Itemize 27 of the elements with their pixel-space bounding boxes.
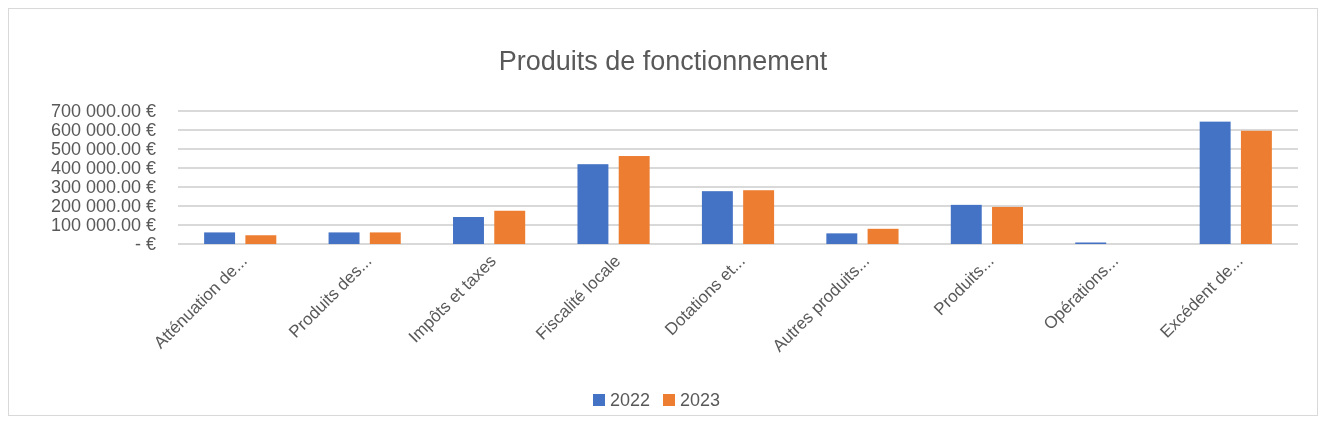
- bar: [245, 235, 277, 244]
- y-tick-label: 500 000.00 €: [50, 139, 156, 160]
- bar: [494, 210, 526, 244]
- bar: [618, 156, 650, 244]
- y-tick-label: 600 000.00 €: [50, 120, 156, 141]
- bar: [577, 164, 609, 244]
- bar: [701, 191, 733, 244]
- y-tick-label: 100 000.00 €: [50, 215, 156, 236]
- bar: [1199, 121, 1231, 244]
- legend-label: 2023: [680, 390, 721, 410]
- y-tick-label: 200 000.00 €: [50, 196, 156, 217]
- y-tick-label: 700 000.00 €: [50, 101, 156, 122]
- bar: [992, 206, 1023, 244]
- bar: [826, 233, 858, 244]
- bar: [743, 190, 775, 244]
- bar: [328, 232, 360, 244]
- y-tick-label: 400 000.00 €: [50, 158, 156, 179]
- bar: [369, 232, 401, 244]
- legend-label: 2022: [610, 390, 651, 410]
- bar: [867, 228, 899, 244]
- y-tick-label: 300 000.00 €: [50, 177, 156, 198]
- bar: [453, 217, 484, 244]
- bar: [1240, 130, 1272, 244]
- bar: [204, 232, 236, 244]
- bar: [950, 204, 982, 244]
- chart-title: Produits de fonctionnement: [498, 46, 828, 76]
- y-tick-label: - €: [134, 234, 156, 255]
